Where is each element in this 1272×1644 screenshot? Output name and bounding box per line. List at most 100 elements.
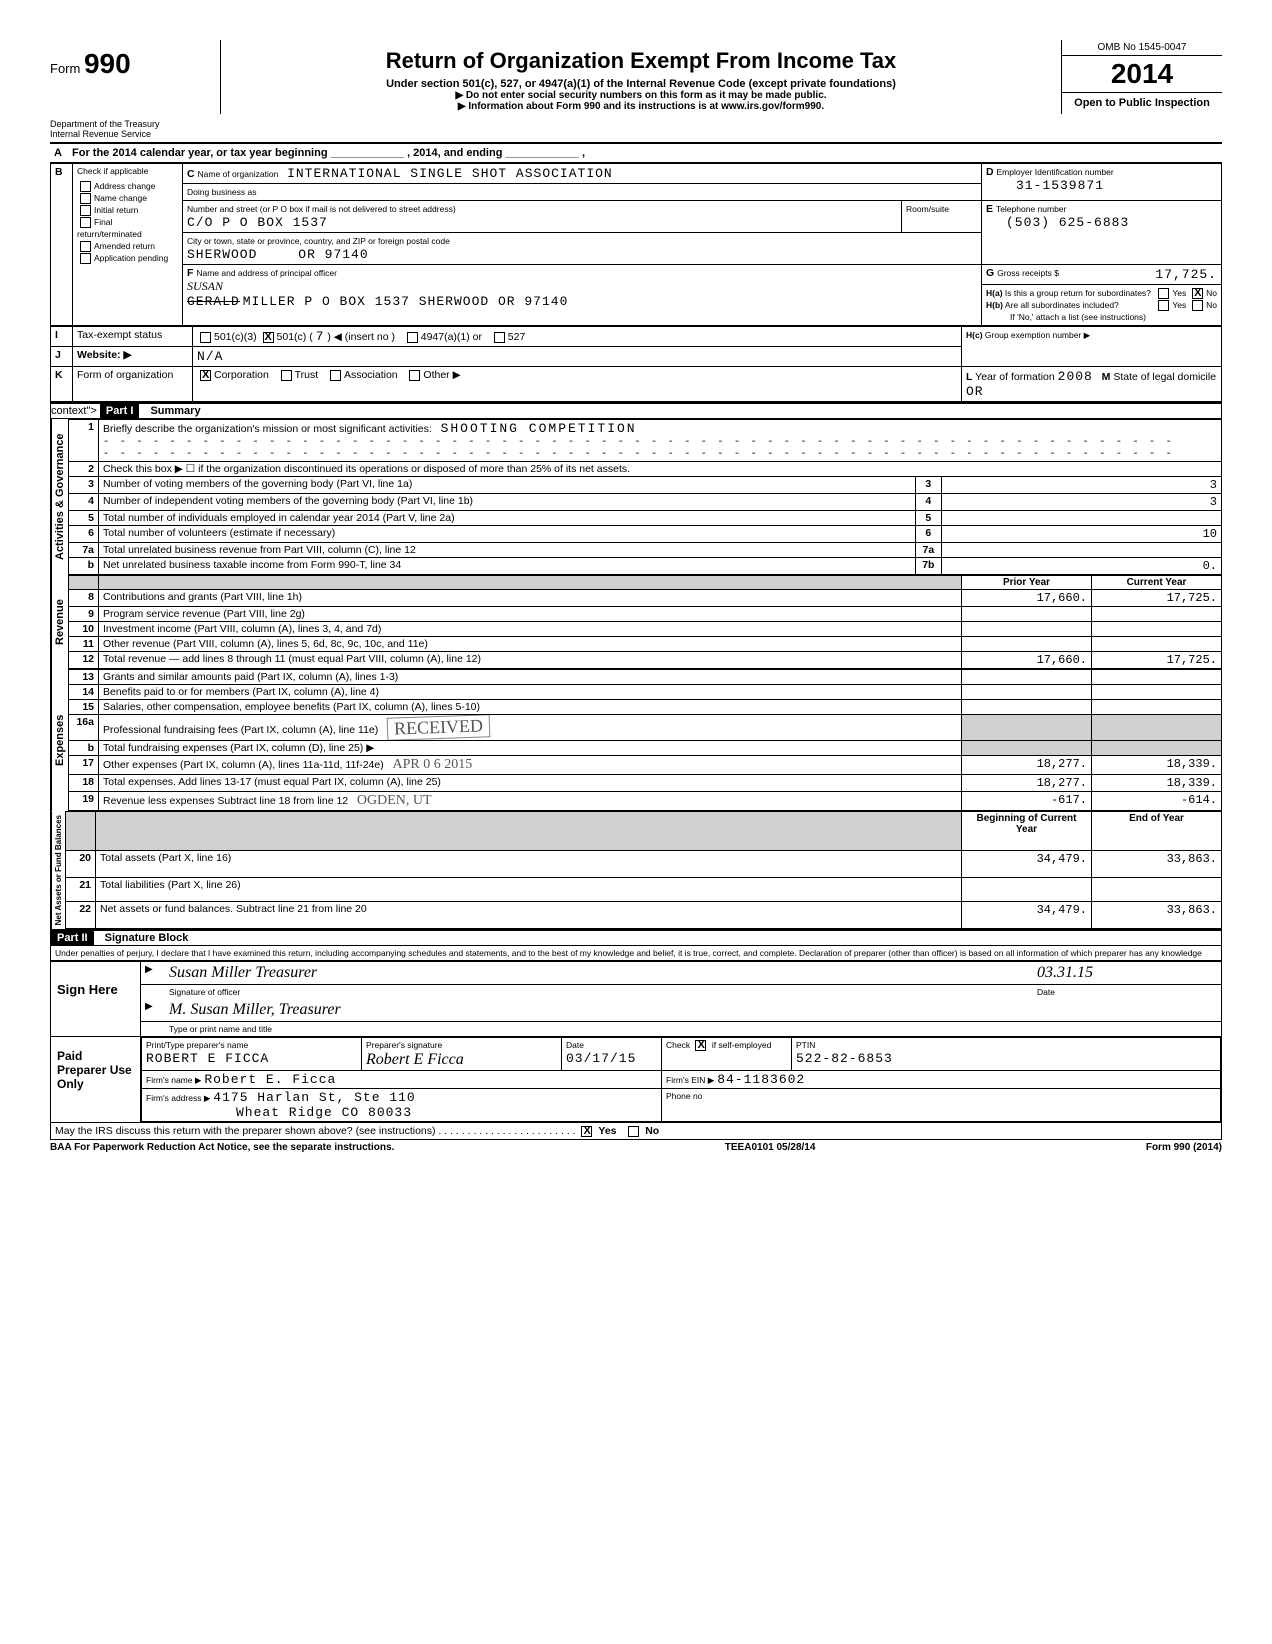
dept-block: Department of the Treasury Internal Reve… xyxy=(50,120,220,140)
l-label: Year of formation xyxy=(975,371,1055,383)
l12-curr: 17,725. xyxy=(1092,651,1222,668)
sign-date[interactable]: 03.31.15 xyxy=(1037,964,1217,982)
l10-text: Investment income (Part VIII, column (A)… xyxy=(99,621,962,636)
e-label: Telephone number xyxy=(996,204,1066,214)
line-a: A For the 2014 calendar year, or tax yea… xyxy=(50,144,1222,163)
form-prefix: Form xyxy=(50,61,80,76)
chk-527[interactable] xyxy=(494,332,505,343)
note-info: ▶ Information about Form 990 and its ins… xyxy=(231,101,1051,112)
no-txt: No xyxy=(1206,288,1217,298)
l5-text: Total number of individuals employed in … xyxy=(99,510,916,525)
summary-block: Activities & Governance 1 Briefly descri… xyxy=(50,419,1222,575)
l7b-val: 0. xyxy=(941,557,1221,574)
d-label: Employer Identification number xyxy=(997,167,1114,177)
chk-pending[interactable] xyxy=(80,253,91,264)
b-initial: Initial return xyxy=(94,205,138,215)
l17-text: Other expenses (Part IX, column (A), lin… xyxy=(103,759,384,771)
form-header: Form 990 Department of the Treasury Inte… xyxy=(50,40,1222,140)
l9-text: Program service revenue (Part VIII, line… xyxy=(99,606,962,621)
preparer-block: Paid Preparer Use Only Print/Type prepar… xyxy=(50,1037,1222,1123)
chk-other[interactable] xyxy=(409,370,420,381)
footer: BAA For Paperwork Reduction Act Notice, … xyxy=(50,1142,1222,1153)
firm-addr2: Wheat Ridge CO 80033 xyxy=(146,1105,412,1120)
chk-corp[interactable] xyxy=(200,370,211,381)
footer-left: BAA For Paperwork Reduction Act Notice, … xyxy=(50,1142,394,1153)
chk-self-emp[interactable] xyxy=(695,1040,706,1051)
gross-receipts: 17,725. xyxy=(1155,267,1217,282)
ha-no[interactable] xyxy=(1192,288,1203,299)
i-label: Tax-exempt status xyxy=(73,326,193,346)
chk-amended[interactable] xyxy=(80,241,91,252)
l7b-text: Net unrelated business taxable income fr… xyxy=(99,557,916,574)
l11-text: Other revenue (Part VIII, column (A), li… xyxy=(99,636,962,651)
l14-text: Benefits paid to or for members (Part IX… xyxy=(99,684,962,699)
discuss-yes[interactable] xyxy=(581,1126,592,1137)
officer-struck: GERALD xyxy=(187,294,240,309)
l7a-val xyxy=(941,542,1221,557)
ha-yes[interactable] xyxy=(1158,288,1169,299)
i-4947: 4947(a)(1) or xyxy=(421,331,482,343)
year-block: OMB No 1545-0047 2014 Open to Public Ins… xyxy=(1062,40,1222,113)
l16b-text: Total fundraising expenses (Part IX, col… xyxy=(103,742,374,754)
prep-signature[interactable]: Robert E Ficca xyxy=(366,1051,464,1068)
org-name: INTERNATIONAL SINGLE SHOT ASSOCIATION xyxy=(287,166,613,181)
chk-trust[interactable] xyxy=(281,370,292,381)
l19-curr: -614. xyxy=(1092,791,1222,810)
l18-prior: 18,277. xyxy=(962,774,1092,791)
b-label: Check if applicable xyxy=(77,166,178,176)
officer-hand: SUSAN xyxy=(187,279,223,293)
chk-4947[interactable] xyxy=(407,332,418,343)
prep-sig-label: Preparer's signature xyxy=(366,1040,442,1050)
m-label: State of legal domicile xyxy=(1113,371,1216,383)
chk-final[interactable] xyxy=(80,217,91,228)
discuss-yes-txt: Yes xyxy=(598,1125,616,1137)
col-current: Current Year xyxy=(1092,575,1222,589)
chk-name[interactable] xyxy=(80,193,91,204)
omb-number: OMB No 1545-0047 xyxy=(1062,40,1222,56)
j-label: Website: ▶ xyxy=(73,346,193,366)
l20-text: Total assets (Part X, line 16) xyxy=(96,851,962,878)
i-527: 527 xyxy=(508,331,526,343)
chk-assoc[interactable] xyxy=(330,370,341,381)
tax-year: 2014 xyxy=(1062,56,1222,92)
print-caption: Type or print name and title xyxy=(169,1024,272,1034)
l16a-text: Professional fundraising fees (Part IX, … xyxy=(103,724,378,736)
l22-begin: 34,479. xyxy=(962,902,1092,929)
l15-text: Salaries, other compensation, employee b… xyxy=(99,699,962,714)
hb-no[interactable] xyxy=(1192,300,1203,311)
yes-txt: Yes xyxy=(1172,288,1186,298)
l6-val: 10 xyxy=(941,525,1221,542)
officer-signature[interactable]: Susan Miller Treasurer xyxy=(169,964,1037,982)
l12-prior: 17,660. xyxy=(962,651,1092,668)
sign-block: Sign Here ▶ Susan Miller Treasurer 03.31… xyxy=(50,961,1222,1037)
city-value: SHERWOOD xyxy=(187,247,257,262)
paid-label: Paid Preparer Use Only xyxy=(51,1037,141,1122)
discuss-no[interactable] xyxy=(628,1126,639,1137)
i-insert: ) ◀ (insert no ) xyxy=(327,331,395,343)
chk-501c3[interactable] xyxy=(200,332,211,343)
ptin-label: PTIN xyxy=(796,1040,815,1050)
i-501c3: 501(c)(3) xyxy=(214,331,257,343)
hb-yes[interactable] xyxy=(1158,300,1169,311)
print-name[interactable]: M. Susan Miller, Treasurer xyxy=(169,1001,1217,1019)
phone-label: Phone no xyxy=(666,1091,702,1101)
ha-label: Is this a group return for subordinates? xyxy=(1005,288,1151,298)
: Signature of officer xyxy=(169,987,1037,997)
footer-right: Form 990 (2014) xyxy=(1146,1142,1222,1153)
chk-address[interactable] xyxy=(80,181,91,192)
prep-date: 03/17/15 xyxy=(566,1051,636,1066)
part2-title: Signature Block xyxy=(97,932,189,944)
c-name-label: Name of organization xyxy=(198,169,279,179)
discuss-row: May the IRS discuss this return with the… xyxy=(50,1123,1222,1140)
b-name-change: Name change xyxy=(94,193,147,203)
tab-expenses: Expenses xyxy=(51,669,68,811)
chk-501c[interactable] xyxy=(263,332,274,343)
firm-name-label: Firm's name ▶ xyxy=(146,1075,201,1085)
prep-name-label: Print/Type preparer's name xyxy=(146,1040,248,1050)
part1-label: Part I xyxy=(100,404,140,418)
part2-label: Part II xyxy=(51,931,94,945)
discuss-text: May the IRS discuss this return with the… xyxy=(55,1125,436,1137)
i-501c: 501(c) ( xyxy=(277,331,313,343)
chk-initial[interactable] xyxy=(80,205,91,216)
firm-addr1: 4175 Harlan St, Ste 110 xyxy=(213,1090,415,1105)
